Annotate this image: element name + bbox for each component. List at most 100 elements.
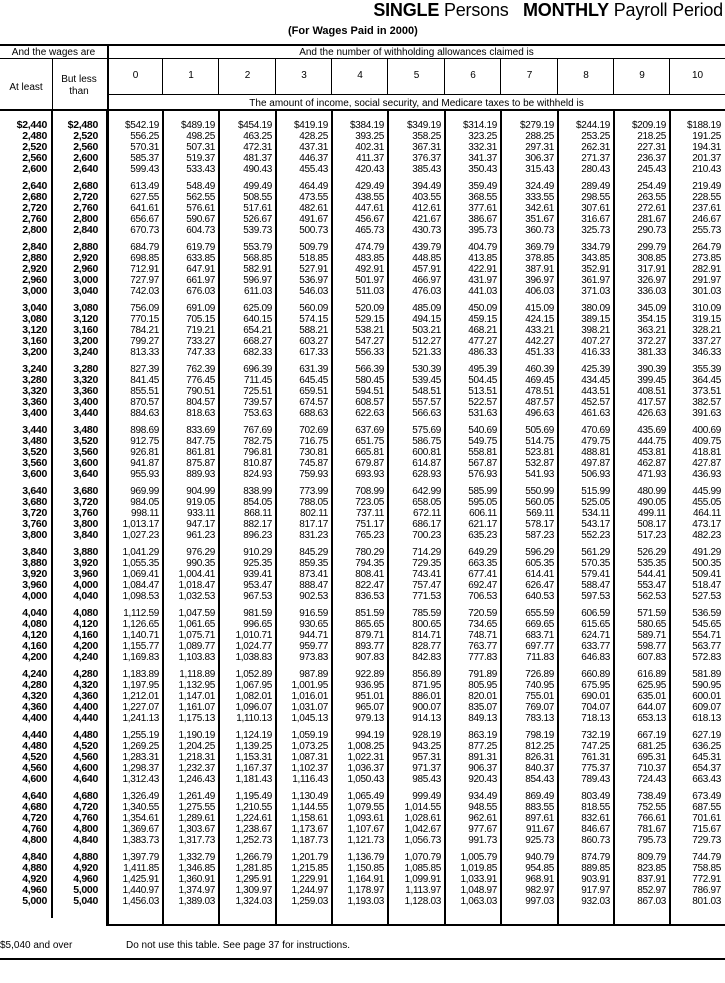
withholding-amount-7: 968.91 xyxy=(525,874,554,885)
withholding-amount-8: 470.69 xyxy=(581,425,610,436)
wage-at-least: 4,440 xyxy=(22,729,47,741)
withholding-amount-6: 849.13 xyxy=(468,713,497,724)
withholding-amount-4: 1,036.37 xyxy=(347,763,384,774)
withholding-amount-8: 280.43 xyxy=(581,164,610,175)
withholding-amount-6: 906.37 xyxy=(468,763,497,774)
withholding-amount-5: 1,128.03 xyxy=(404,896,441,907)
withholding-amount-1: 1,047.59 xyxy=(178,608,215,619)
wage-but-less-than: 3,640 xyxy=(73,468,98,480)
withholding-amount-2: 1,010.71 xyxy=(235,630,272,641)
withholding-amount-3: 1,087.31 xyxy=(291,752,328,763)
withholding-amount-0: 570.31 xyxy=(130,142,159,153)
withholding-amount-9: 417.57 xyxy=(637,397,666,408)
withholding-amount-1: 1,190.19 xyxy=(178,730,215,741)
withholding-amount-1: 647.91 xyxy=(186,264,215,275)
withholding-amount-5: 928.19 xyxy=(412,730,441,741)
withholding-amount-2: 1,067.95 xyxy=(235,680,272,691)
withholding-amount-9: 781.67 xyxy=(637,824,666,835)
withholding-amount-0: 1,183.89 xyxy=(122,669,159,680)
wage-but-less-than: 3,800 xyxy=(73,518,98,530)
wage-at-least: 2,480 xyxy=(22,130,47,142)
wage-at-least: 4,040 xyxy=(22,607,47,619)
withholding-amount-7: 487.57 xyxy=(525,397,554,408)
withholding-amount-1: 919.05 xyxy=(186,497,215,508)
withholding-amount-6: 977.67 xyxy=(468,824,497,835)
withholding-amount-4: 651.75 xyxy=(355,436,384,447)
withholding-amount-4: 765.23 xyxy=(355,530,384,541)
withholding-amount-8: 534.11 xyxy=(581,508,610,519)
withholding-amount-7: 469.45 xyxy=(525,375,554,386)
withholding-amount-2: 517.61 xyxy=(243,203,272,214)
withholding-amount-4: 1,136.79 xyxy=(347,852,384,863)
withholding-amount-10: 191.25 xyxy=(692,131,721,142)
withholding-amount-0: 1,425.91 xyxy=(122,874,159,885)
wage-but-less-than: 3,520 xyxy=(73,435,98,447)
withholding-amount-7: 396.97 xyxy=(525,275,554,286)
withholding-amount-5: 566.63 xyxy=(412,408,441,419)
withholding-amount-3: 1,201.79 xyxy=(291,852,328,863)
withholding-amount-4: 608.57 xyxy=(355,397,384,408)
withholding-amount-0: 1,055.35 xyxy=(122,558,159,569)
withholding-amount-6: 595.05 xyxy=(468,497,497,508)
withholding-amount-6: 477.27 xyxy=(468,336,497,347)
withholding-amount-0: 841.45 xyxy=(130,375,159,386)
withholding-amount-6: 341.37 xyxy=(468,153,497,164)
withholding-amount-2: 654.21 xyxy=(243,325,272,336)
wage-but-less-than: 3,960 xyxy=(73,568,98,580)
withholding-amount-6: 323.25 xyxy=(468,131,497,142)
withholding-amount-7: 560.05 xyxy=(525,497,554,508)
body-col-divider xyxy=(106,110,109,926)
withholding-amount-3: 930.65 xyxy=(299,619,328,630)
wage-at-least: 3,000 xyxy=(22,285,47,297)
withholding-amount-2: 1,210.55 xyxy=(235,802,272,813)
withholding-amount-0: 1,354.61 xyxy=(122,813,159,824)
withholding-amount-7: 369.79 xyxy=(525,242,554,253)
wage-at-least: 4,880 xyxy=(22,862,47,874)
withholding-amount-4: 1,022.31 xyxy=(347,752,384,763)
withholding-amount-2: 1,224.61 xyxy=(235,813,272,824)
header-col-divider xyxy=(613,58,614,95)
wage-but-less-than: 3,240 xyxy=(73,346,98,358)
withholding-amount-3: 617.33 xyxy=(299,347,328,358)
withholding-amount-5: 485.09 xyxy=(412,303,441,314)
wage-but-less-than: 4,240 xyxy=(73,651,98,663)
withholding-amount-10: 687.55 xyxy=(692,802,721,813)
withholding-amount-8: 316.67 xyxy=(581,214,610,225)
withholding-amount-5: 494.15 xyxy=(412,314,441,325)
withholding-amount-6: 576.93 xyxy=(468,469,497,480)
withholding-amount-7: 954.85 xyxy=(525,863,554,874)
withholding-amount-7: 726.89 xyxy=(525,669,554,680)
withholding-amount-1: 590.67 xyxy=(186,214,215,225)
wage-at-least: 2,720 xyxy=(22,202,47,214)
wage-but-less-than: 4,120 xyxy=(73,618,98,630)
withholding-amount-5: 530.39 xyxy=(412,364,441,375)
withholding-amount-10: 536.59 xyxy=(692,608,721,619)
withholding-amount-2: 682.33 xyxy=(243,347,272,358)
withholding-amount-4: 594.51 xyxy=(355,386,384,397)
withholding-amount-7: 297.31 xyxy=(525,142,554,153)
wage-at-least: 2,680 xyxy=(22,191,47,203)
withholding-amount-7: 697.77 xyxy=(525,641,554,652)
withholding-amount-4: 501.97 xyxy=(355,275,384,286)
wage-at-least: 4,200 xyxy=(22,651,47,663)
withholding-amount-10: 273.85 xyxy=(692,253,721,264)
withholding-amount-5: 448.85 xyxy=(412,253,441,264)
withholding-amount-8: 352.91 xyxy=(581,264,610,275)
withholding-amount-4: 529.15 xyxy=(355,314,384,325)
withholding-amount-6: 734.65 xyxy=(468,619,497,630)
withholding-amount-9: 667.19 xyxy=(637,730,666,741)
withholding-amount-6: 422.91 xyxy=(468,264,497,275)
withholding-amount-10: 400.69 xyxy=(692,425,721,436)
wage-at-least: 3,640 xyxy=(22,485,47,497)
withholding-amount-1: 990.35 xyxy=(186,558,215,569)
withholding-amount-6: 1,048.97 xyxy=(460,885,497,896)
wage-but-less-than: 3,080 xyxy=(73,302,98,314)
withholding-amount-4: 994.19 xyxy=(355,730,384,741)
wage-but-less-than: 4,000 xyxy=(73,579,98,591)
header-col-divider xyxy=(500,58,501,95)
withholding-amount-1: 1,360.91 xyxy=(178,874,215,885)
withholding-amount-6: $314.19 xyxy=(462,120,497,131)
withholding-amount-3: 473.55 xyxy=(299,192,328,203)
allowance-number-divider xyxy=(108,94,725,95)
withholding-amount-4: 520.09 xyxy=(355,303,384,314)
